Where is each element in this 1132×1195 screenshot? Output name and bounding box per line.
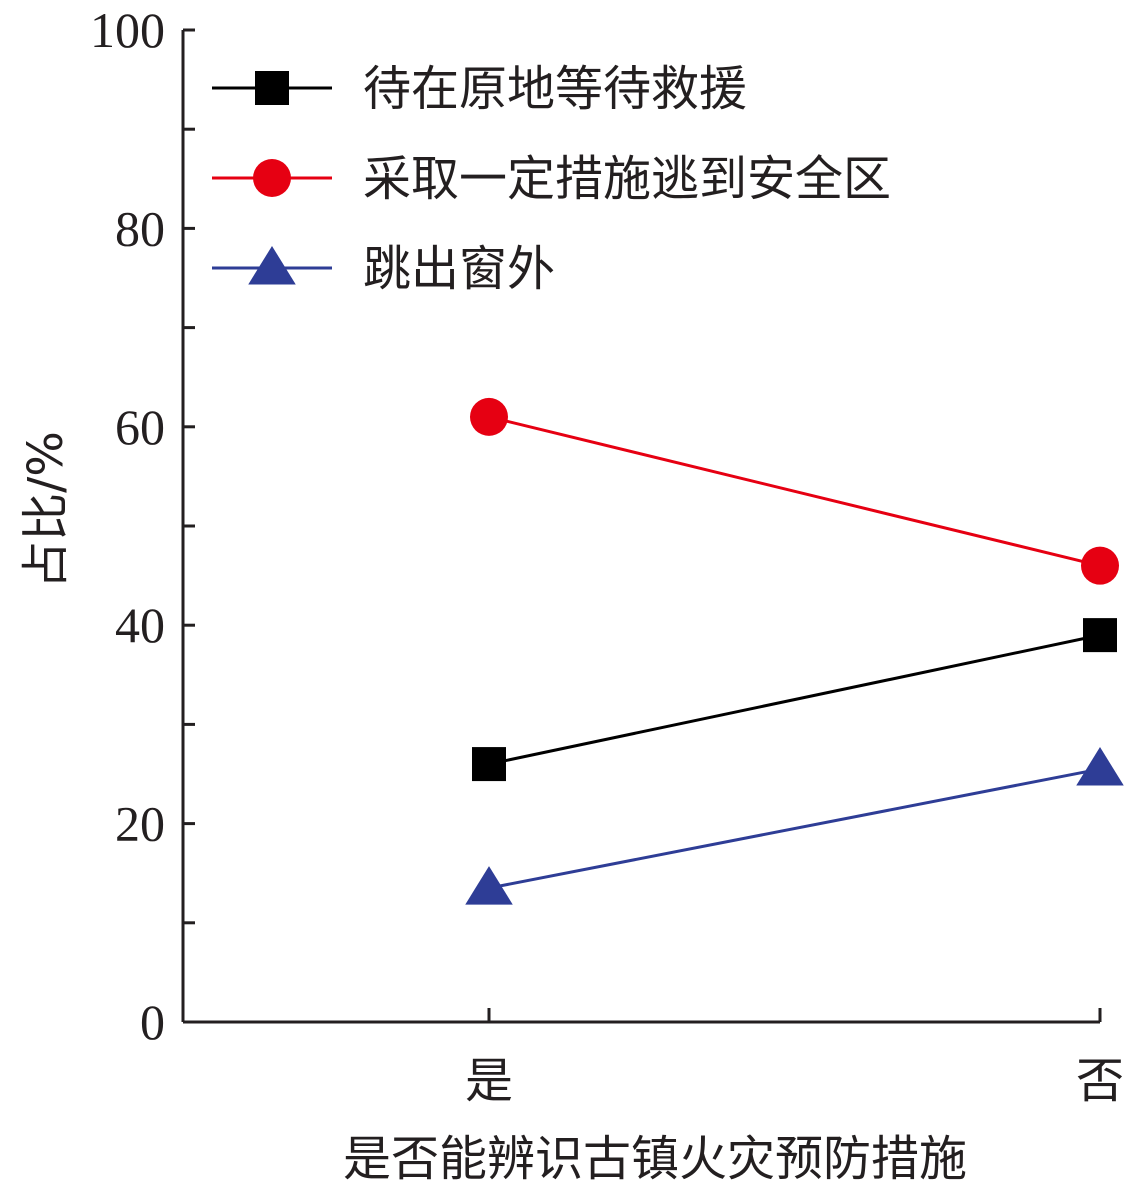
legend-marker-square	[255, 71, 289, 105]
y-tick-label: 0	[140, 994, 165, 1050]
data-point-circle	[1081, 546, 1119, 585]
legend-item: 待在原地等待救援	[212, 61, 747, 117]
series-line	[488, 415, 1101, 568]
legend-marker-triangle	[248, 246, 296, 285]
legend-label: 采取一定措施逃到安全区	[363, 151, 891, 207]
x-axis: 是否	[183, 1008, 1124, 1109]
data-point-circle	[470, 397, 508, 436]
y-tick-label: 20	[115, 796, 165, 852]
y-axis: 0 20 40 60 80 100	[90, 2, 195, 1050]
data-point-triangle	[465, 866, 513, 905]
x-tick-group: 是否	[465, 1008, 1124, 1109]
data-point-square	[472, 747, 506, 782]
y-tick-label: 80	[115, 200, 165, 256]
legend-label: 待在原地等待救援	[363, 61, 747, 117]
series-layer	[465, 397, 1124, 905]
y-tick-group: 0 20 40 60 80 100	[90, 2, 195, 1050]
legend-marker-circle	[253, 159, 291, 197]
legend-item: 采取一定措施逃到安全区	[212, 151, 891, 207]
y-tick-label: 100	[90, 2, 165, 58]
series-2	[470, 397, 1119, 585]
series-line	[488, 633, 1101, 766]
y-tick-label: 60	[115, 399, 165, 455]
data-point-triangle	[1076, 747, 1124, 786]
series-1	[472, 618, 1117, 782]
legend-label: 跳出窗外	[363, 241, 555, 297]
x-tick-label: 否	[1076, 1053, 1124, 1109]
y-tick-label: 40	[115, 597, 165, 653]
data-point-square	[1083, 618, 1117, 653]
legend-item: 跳出窗外	[212, 241, 555, 297]
series-3	[465, 747, 1124, 905]
x-axis-title: 是否能辨识古镇火灾预防措施	[343, 1131, 967, 1187]
x-tick-label: 是	[465, 1053, 513, 1109]
series-line	[488, 767, 1101, 890]
y-axis-title: 占比/%	[18, 431, 74, 589]
